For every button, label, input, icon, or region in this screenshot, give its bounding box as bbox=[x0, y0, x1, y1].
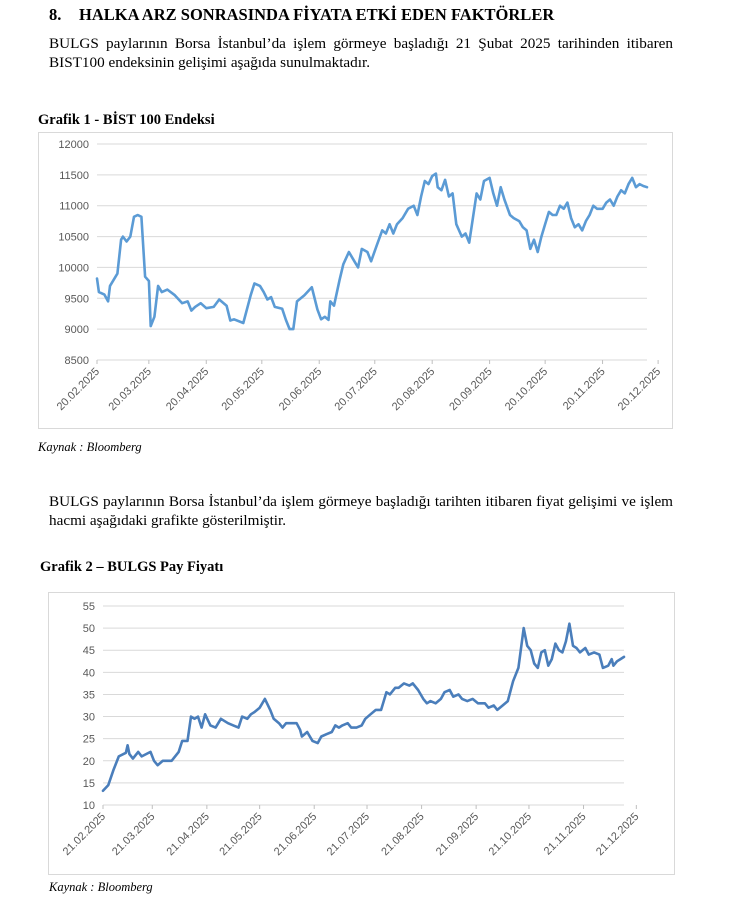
bist100-chart: 8500 9000 9500 10000 10500 11000 11500 12000 20.… bbox=[38, 132, 673, 429]
series-line bbox=[95, 172, 649, 331]
y-tick-label: 9500 bbox=[65, 293, 89, 305]
section-title: HALKA ARZ SONRASINDA FİYATA ETKİ EDEN FA… bbox=[79, 5, 555, 24]
bulgs-price-chart-svg: 10 15 20 25 30 35 40 45 50 55 21.02.2025 21.03.2025… bbox=[61, 601, 642, 858]
x-tick-label: 21.04.2025 bbox=[165, 811, 212, 858]
x-tick-label: 20.02.2025 bbox=[55, 366, 102, 413]
x-tick-label: 21.09.2025 bbox=[434, 811, 481, 858]
y-tick-label: 30 bbox=[83, 712, 95, 724]
y-tick-label: 15 bbox=[83, 778, 95, 790]
y-tick-label: 12000 bbox=[58, 139, 89, 151]
x-tick-label: 20.08.2025 bbox=[390, 366, 437, 413]
chart2-source: Kaynak : Bloomberg bbox=[49, 880, 153, 894]
x-tick-label: 21.12.2025 bbox=[594, 811, 641, 858]
y-tick-label: 50 bbox=[83, 623, 95, 635]
y-tick-label: 20 bbox=[83, 756, 95, 768]
chart1-title: Grafik 1 - BİST 100 Endeksi bbox=[38, 112, 215, 128]
x-tick-label: 20.11.2025 bbox=[561, 366, 608, 413]
x-tick-label: 21.07.2025 bbox=[325, 811, 372, 858]
x-tick-label: 21.03.2025 bbox=[110, 811, 157, 858]
y-tick-label: 35 bbox=[83, 689, 95, 701]
series-line bbox=[101, 622, 626, 793]
y-tick-label: 40 bbox=[83, 667, 95, 679]
bulgs-price-chart: 10 15 20 25 30 35 40 45 50 55 21.02.2025 21.03.2025… bbox=[48, 592, 675, 875]
x-tick-label: 21.08.2025 bbox=[379, 811, 426, 858]
y-tick-label: 8500 bbox=[65, 355, 89, 367]
y-tick-label: 55 bbox=[83, 601, 95, 613]
x-tick-label: 21.10.2025 bbox=[487, 811, 534, 858]
second-paragraph: BULGS paylarının Borsa İstanbul’da işlem… bbox=[49, 493, 673, 529]
intro-paragraph: BULGS paylarının Borsa İstanbul’da işlem… bbox=[49, 35, 673, 71]
y-tick-label: 9000 bbox=[65, 324, 89, 336]
x-tick-label: 20.05.2025 bbox=[220, 366, 267, 413]
x-tick-label: 20.07.2025 bbox=[332, 366, 379, 413]
x-tick-label: 20.09.2025 bbox=[447, 366, 494, 413]
y-tick-label: 45 bbox=[83, 645, 95, 657]
y-tick-label: 25 bbox=[83, 734, 95, 746]
x-tick-label: 21.11.2025 bbox=[542, 811, 589, 858]
y-tick-label: 10500 bbox=[58, 232, 89, 244]
x-tick-label: 20.03.2025 bbox=[107, 366, 154, 413]
x-tick-label: 21.02.2025 bbox=[61, 811, 108, 858]
chart1-source: Kaynak : Bloomberg bbox=[38, 440, 142, 454]
x-tick-label: 20.04.2025 bbox=[164, 366, 211, 413]
y-tick-label: 10 bbox=[83, 800, 95, 812]
chart2-title: Grafik 2 – BULGS Pay Fiyatı bbox=[40, 559, 224, 575]
section-number: 8. bbox=[49, 5, 62, 24]
x-tick-label: 21.05.2025 bbox=[217, 811, 264, 858]
x-tick-label: 20.10.2025 bbox=[503, 366, 550, 413]
x-tick-label: 21.06.2025 bbox=[272, 811, 319, 858]
x-tick-label: 20.12.2025 bbox=[616, 366, 663, 413]
y-tick-label: 11000 bbox=[59, 201, 89, 213]
y-tick-label: 11500 bbox=[59, 170, 89, 182]
bist100-chart-svg: 8500 9000 9500 10000 10500 11000 11500 12000 20.… bbox=[55, 139, 664, 413]
y-tick-label: 10000 bbox=[58, 262, 89, 274]
x-tick-label: 20.06.2025 bbox=[277, 366, 324, 413]
section-heading: 8. HALKA ARZ SONRASINDA FİYATA ETKİ EDEN … bbox=[49, 5, 554, 25]
